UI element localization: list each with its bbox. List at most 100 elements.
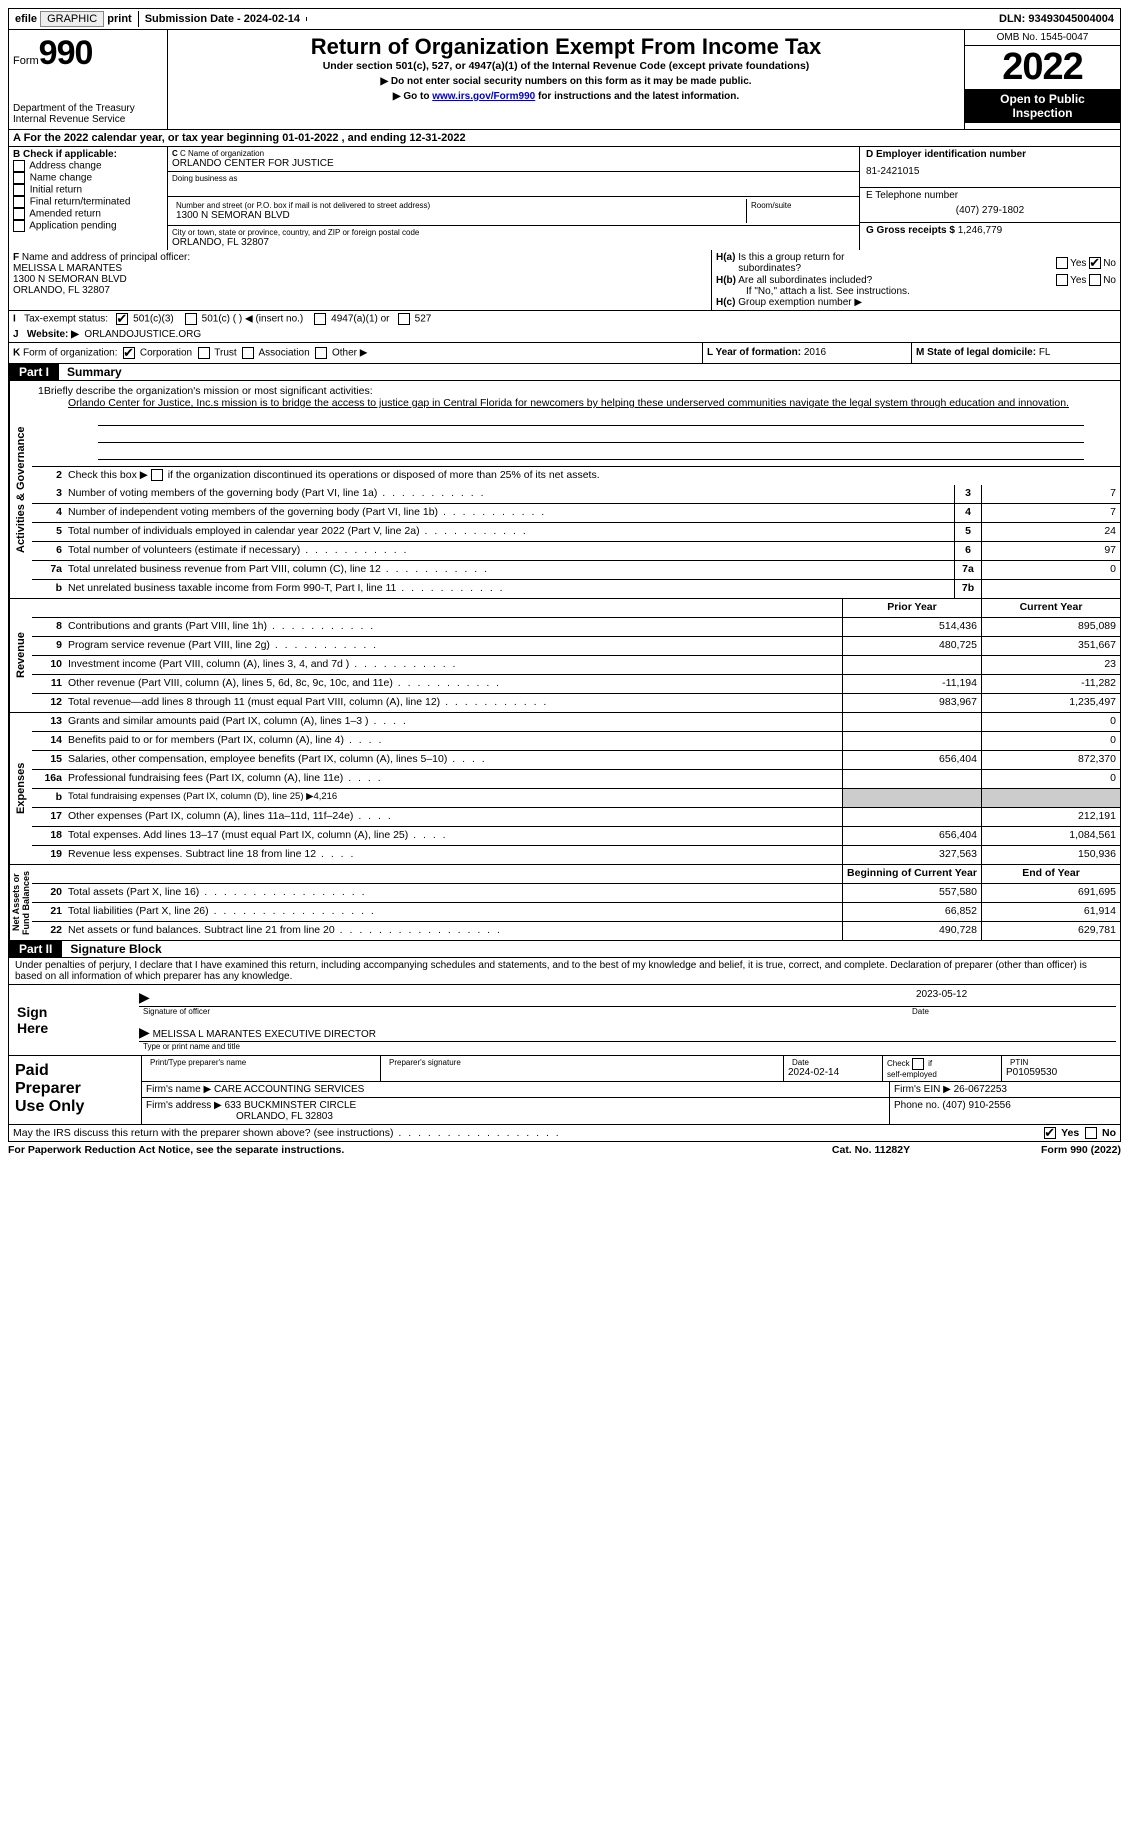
tel: (407) 279-1802	[866, 205, 1114, 216]
chk-address-change[interactable]	[13, 160, 25, 172]
street-label: Number and street (or P.O. box if mail i…	[176, 201, 742, 210]
form-label: Form	[13, 55, 39, 67]
hb-no[interactable]	[1089, 274, 1101, 286]
firm-ein: 26-0672253	[954, 1084, 1007, 1095]
ha-no[interactable]	[1089, 257, 1101, 269]
chk-self-employed[interactable]	[912, 1058, 924, 1070]
chk-association[interactable]	[242, 347, 254, 359]
q2: Check this box ▶ if the organization dis…	[66, 467, 1120, 485]
chk-527[interactable]	[398, 313, 410, 325]
summary-row: bNet unrelated business taxable income f…	[32, 579, 1120, 598]
b-label: B Check if applicable:	[13, 149, 163, 160]
ein: 81-2421015	[866, 166, 1114, 177]
summary-row: 20Total assets (Part X, line 16)557,5806…	[32, 883, 1120, 902]
firm-name: CARE ACCOUNTING SERVICES	[214, 1084, 364, 1095]
vtab-expenses: Expenses	[9, 713, 32, 864]
summary-row: 19Revenue less expenses. Subtract line 1…	[32, 845, 1120, 864]
hdr-end: End of Year	[981, 865, 1120, 883]
form-number: 990	[39, 34, 93, 72]
summary-row: 4Number of independent voting members of…	[32, 503, 1120, 522]
discuss-no[interactable]	[1085, 1127, 1097, 1139]
section-expenses: Expenses 13Grants and similar amounts pa…	[8, 713, 1121, 865]
form-subtitle-2: ▶ Do not enter social security numbers o…	[172, 76, 960, 87]
section-activities-governance: Activities & Governance 1Briefly describ…	[8, 381, 1121, 599]
ha-yes[interactable]	[1056, 257, 1068, 269]
summary-row: 11Other revenue (Part VIII, column (A), …	[32, 674, 1120, 693]
form-header: Form990 Department of the TreasuryIntern…	[8, 30, 1121, 130]
city: ORLANDO, FL 32807	[172, 237, 855, 248]
dba-label: Doing business as	[172, 174, 855, 183]
summary-row: 12Total revenue—add lines 8 through 11 (…	[32, 693, 1120, 712]
mission-text: Orlando Center for Justice, Inc.s missio…	[68, 397, 1114, 409]
discuss-yes[interactable]	[1044, 1127, 1056, 1139]
city-label: City or town, state or province, country…	[172, 228, 855, 237]
chk-initial-return[interactable]	[13, 184, 25, 196]
block-bcde: B Check if applicable: Address change Na…	[8, 147, 1121, 250]
summary-row: bTotal fundraising expenses (Part IX, co…	[32, 788, 1120, 807]
paperwork-notice: For Paperwork Reduction Act Notice, see …	[8, 1144, 771, 1156]
officer-name: MELISSA L MARANTES	[13, 263, 707, 274]
row-f-h: F Name and address of principal officer:…	[8, 250, 1121, 311]
hb-label: H(b) Are all subordinates included?	[716, 275, 1056, 286]
cat-no: Cat. No. 11282Y	[771, 1144, 971, 1156]
dln: DLN: 93493045004004	[993, 11, 1120, 27]
chk-name-change[interactable]	[13, 172, 25, 184]
tel-label: E Telephone number	[866, 190, 1114, 201]
summary-row: 9Program service revenue (Part VIII, lin…	[32, 636, 1120, 655]
chk-application-pending[interactable]	[13, 220, 25, 232]
graphic-print-button[interactable]: GRAPHIC	[40, 11, 104, 27]
chk-final-return[interactable]	[13, 196, 25, 208]
officer-street: 1300 N SEMORAN BLVD	[13, 274, 707, 285]
year-formation: 2016	[804, 347, 826, 358]
irs-discuss-row: May the IRS discuss this return with the…	[8, 1125, 1121, 1142]
summary-row: 8Contributions and grants (Part VIII, li…	[32, 617, 1120, 636]
sig-date-label: Date	[908, 1007, 1116, 1016]
hb-yes[interactable]	[1056, 274, 1068, 286]
org-name: ORLANDO CENTER FOR JUSTICE	[172, 158, 855, 169]
vtab-revenue: Revenue	[9, 599, 32, 712]
chk-4947[interactable]	[314, 313, 326, 325]
officer-print-name: MELISSA L MARANTES EXECUTIVE DIRECTOR	[153, 1029, 376, 1040]
summary-row: 3Number of voting members of the governi…	[32, 485, 1120, 503]
hc-label: H(c) Group exemption number ▶	[716, 297, 1116, 308]
ha-label: H(a) Is this a group return for subordin…	[716, 252, 1056, 274]
open-public-inspection: Open to PublicInspection	[965, 89, 1120, 123]
vtab-ag: Activities & Governance	[9, 381, 32, 598]
chk-discontinued[interactable]	[151, 469, 163, 481]
summary-row: 10Investment income (Part VIII, column (…	[32, 655, 1120, 674]
hdr-beginning: Beginning of Current Year	[842, 865, 981, 883]
ein-label: D Employer identification number	[866, 149, 1114, 160]
dept-treasury: Department of the TreasuryInternal Reven…	[13, 103, 163, 125]
chk-501c[interactable]	[185, 313, 197, 325]
chk-corporation[interactable]	[123, 347, 135, 359]
state-domicile: FL	[1039, 347, 1051, 358]
paid-preparer-label: PaidPreparerUse Only	[9, 1056, 142, 1124]
firm-addr1: 633 BUCKMINSTER CIRCLE	[225, 1100, 357, 1111]
efile-label: efile GRAPHIC print	[9, 9, 138, 29]
summary-row: 6Total number of volunteers (estimate if…	[32, 541, 1120, 560]
summary-row: 22Net assets or fund balances. Subtract …	[32, 921, 1120, 940]
sig-officer-label: Signature of officer	[139, 1007, 908, 1016]
irs-link[interactable]: www.irs.gov/Form990	[432, 91, 535, 102]
form-title: Return of Organization Exempt From Incom…	[172, 34, 960, 60]
vtab-net: Net Assets orFund Balances	[9, 865, 32, 940]
summary-row: 7aTotal unrelated business revenue from …	[32, 560, 1120, 579]
penalty-statement: Under penalties of perjury, I declare th…	[9, 958, 1120, 984]
website: ORLANDOJUSTICE.ORG	[84, 329, 201, 340]
q1-label: Briefly describe the organization's miss…	[44, 385, 373, 397]
form-ref: Form 990 (2022)	[971, 1144, 1121, 1156]
summary-row: 18Total expenses. Add lines 13–17 (must …	[32, 826, 1120, 845]
part-i-header: Part I Summary	[8, 364, 1121, 381]
summary-row: 16aProfessional fundraising fees (Part I…	[32, 769, 1120, 788]
chk-501c3[interactable]	[116, 313, 128, 325]
chk-other[interactable]	[315, 347, 327, 359]
f-label: F Name and address of principal officer:	[13, 252, 707, 263]
sign-here-label: SignHere	[9, 985, 125, 1055]
chk-amended-return[interactable]	[13, 208, 25, 220]
firm-phone: (407) 910-2556	[942, 1100, 1010, 1111]
gross-receipts: 1,246,779	[958, 225, 1003, 236]
prep-date: 2024-02-14	[788, 1067, 839, 1078]
chk-trust[interactable]	[198, 347, 210, 359]
signature-block: Under penalties of perjury, I declare th…	[8, 958, 1121, 1125]
summary-row: 17Other expenses (Part IX, column (A), l…	[32, 807, 1120, 826]
